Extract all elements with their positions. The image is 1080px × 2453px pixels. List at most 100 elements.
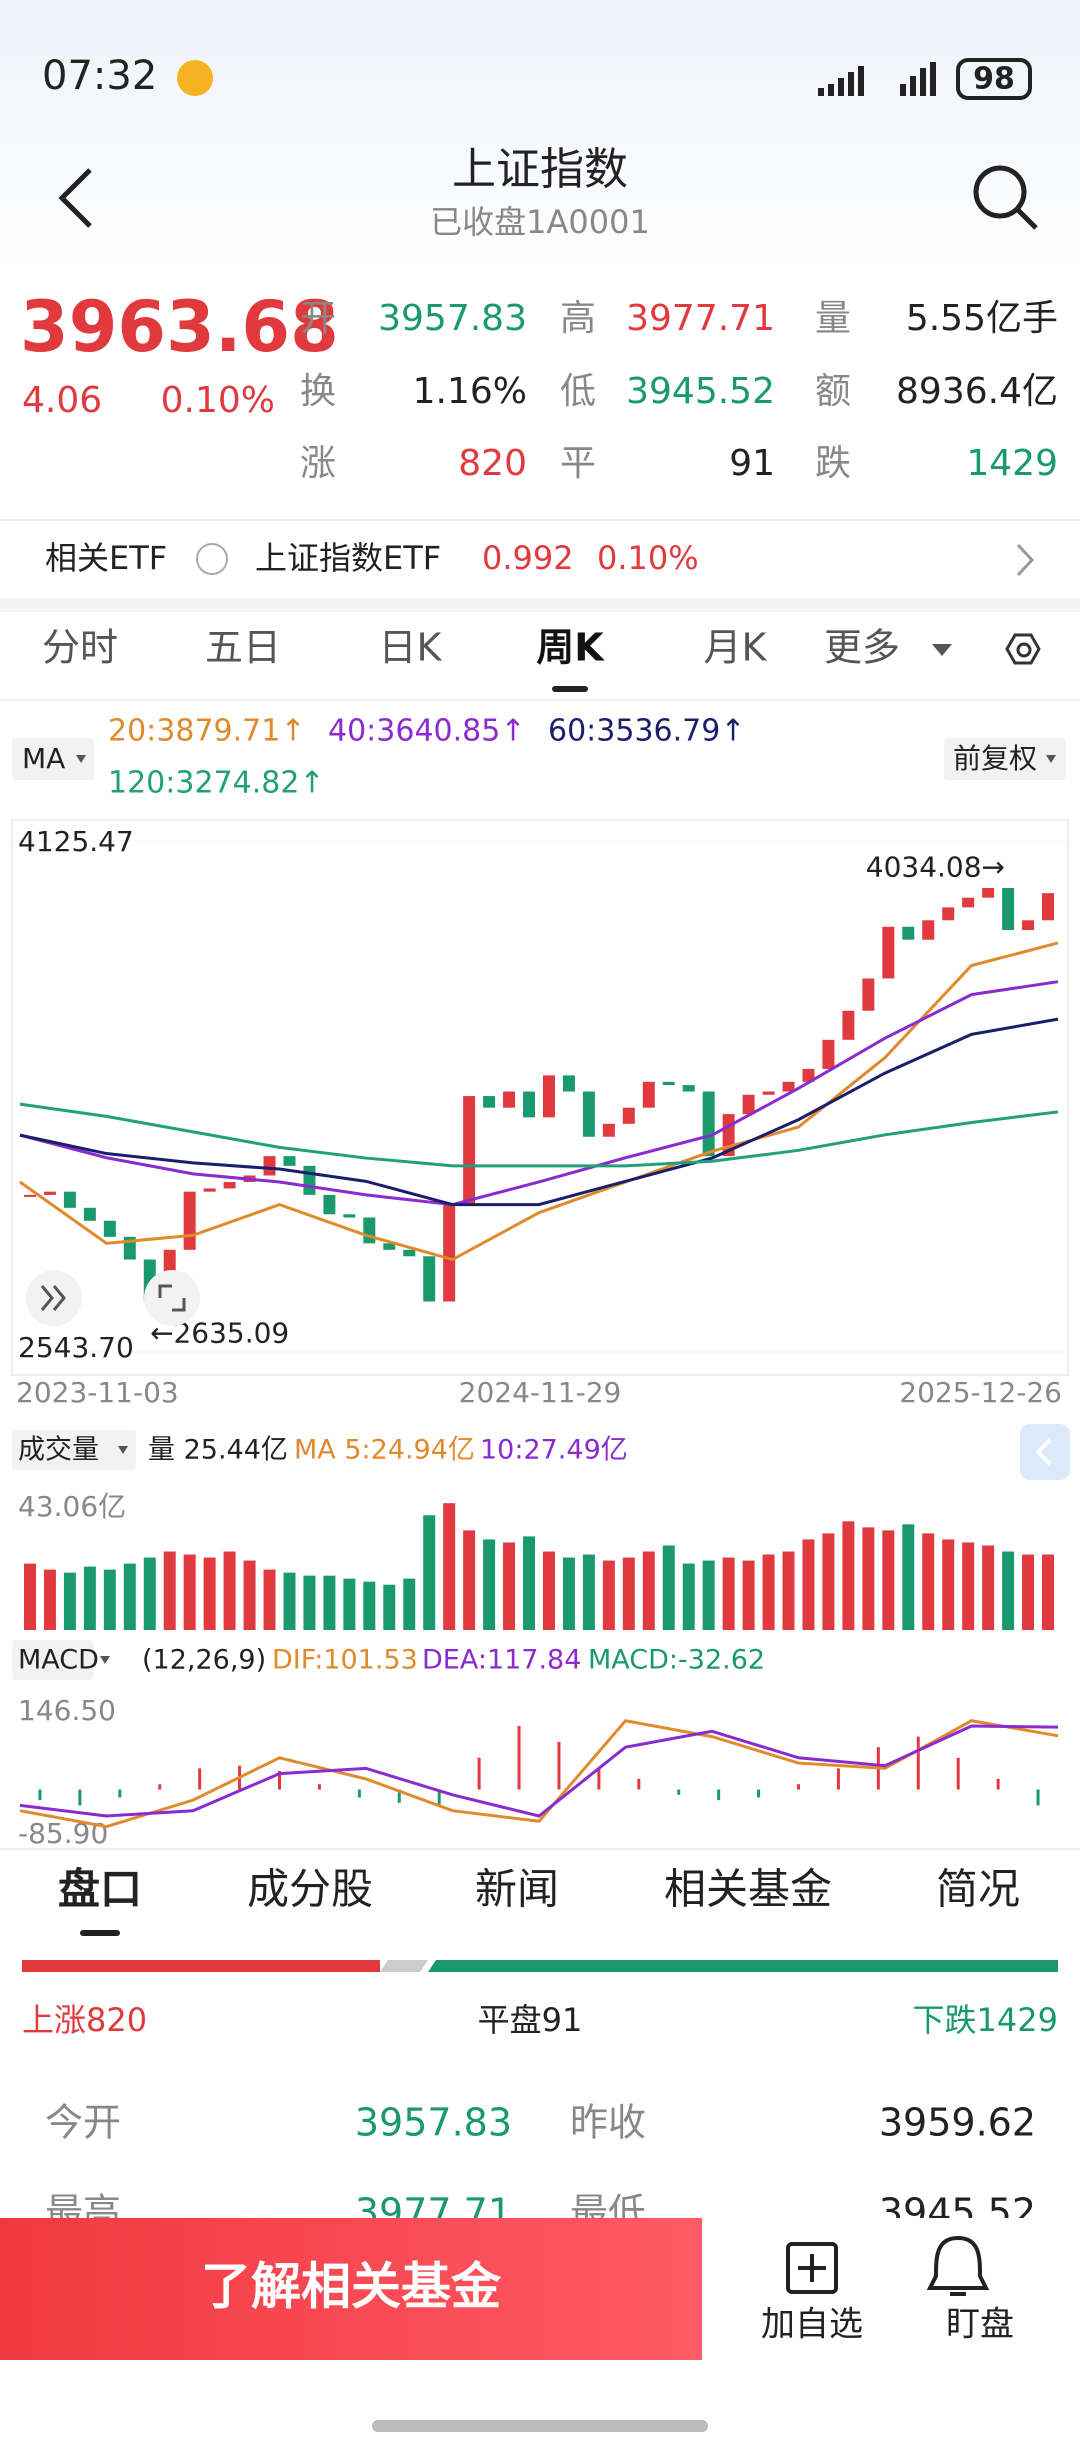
quote-label: 额	[815, 371, 851, 412]
settings-icon[interactable]	[1005, 633, 1041, 665]
volume-bar	[163, 1551, 176, 1630]
quote-label: 低	[560, 371, 596, 412]
tab-underline	[80, 1930, 120, 1936]
tab[interactable]: 更多	[824, 626, 900, 670]
macd-bar	[597, 1768, 601, 1790]
ma-button[interactable]	[12, 738, 94, 780]
bottom-tab[interactable]: 简况	[936, 1865, 1020, 1914]
candle	[962, 897, 975, 908]
candle	[602, 1123, 615, 1137]
y-tick-label: -85.90	[18, 1817, 108, 1850]
candle	[862, 978, 875, 1011]
candle	[922, 920, 935, 940]
high-annotation: 4034.08→	[866, 851, 1005, 884]
macd-bar	[757, 1789, 761, 1798]
y-tick-label: 4125.47	[18, 825, 134, 858]
candle	[503, 1091, 516, 1108]
gap	[0, 598, 1080, 612]
candle	[802, 1068, 815, 1082]
down-bar	[428, 1960, 1058, 1972]
tab[interactable]: 月K	[704, 626, 768, 670]
quote-label: 平	[560, 443, 596, 484]
quote-label: 跌	[815, 443, 851, 484]
volume-bar	[1022, 1554, 1035, 1630]
volume-bar	[83, 1566, 96, 1630]
quote-label: 高	[560, 298, 596, 339]
back-button[interactable]	[58, 168, 92, 228]
dif-label: DIF:101.53	[272, 1645, 418, 1676]
candle	[1002, 887, 1015, 930]
tab[interactable]: 日K	[379, 626, 443, 670]
caret	[932, 644, 952, 656]
tab[interactable]: 五日	[205, 626, 281, 670]
collapse-panel[interactable]	[1020, 1424, 1070, 1480]
macd-bar	[118, 1789, 122, 1798]
change-pct: 0.10%	[161, 380, 275, 421]
chart-frame	[11, 819, 1069, 1376]
fund-button[interactable]	[0, 2218, 702, 2360]
vol-ma10: 10:27.49亿	[480, 1435, 628, 1466]
bottom-tab[interactable]: 成分股	[247, 1865, 373, 1914]
volume-bar	[343, 1578, 356, 1630]
volume-bar	[562, 1557, 575, 1630]
macd-button[interactable]	[12, 1640, 94, 1680]
candle	[702, 1091, 715, 1157]
quote-value: 3977.71	[626, 298, 775, 339]
candle	[582, 1091, 595, 1137]
adjust-button[interactable]	[944, 738, 1066, 780]
quote-value: 3945.52	[626, 371, 775, 412]
search-button[interactable]	[973, 165, 1038, 230]
stat-cell: 3959.62	[879, 2101, 1036, 2145]
volume-bar	[662, 1545, 675, 1630]
dea-line	[19, 1724, 1059, 1818]
etf-row[interactable]	[0, 520, 1080, 598]
y-tick-label: 2543.70	[18, 1331, 134, 1364]
volume-bar	[63, 1572, 76, 1630]
add-label: 加自选	[761, 2305, 863, 2345]
stat-cell: 今开	[45, 2101, 121, 2145]
vol-button[interactable]	[12, 1430, 136, 1470]
candle	[523, 1091, 536, 1118]
fullscreen[interactable]	[144, 1270, 200, 1326]
tab[interactable]: 分时	[42, 626, 118, 670]
expand-left[interactable]	[26, 1270, 82, 1326]
volume-bar	[782, 1551, 795, 1630]
volume-bar	[702, 1560, 715, 1630]
watch-icon[interactable]	[926, 2235, 990, 2296]
candle	[423, 1256, 436, 1302]
macd-params: (12,26,9)	[142, 1645, 266, 1676]
volume-bar	[1002, 1551, 1015, 1630]
candle	[263, 1156, 276, 1176]
macd-bar	[198, 1768, 202, 1790]
volume-bar	[542, 1551, 555, 1630]
volume-bar	[363, 1581, 376, 1630]
volume-bar	[982, 1545, 995, 1630]
volume-bar	[802, 1539, 815, 1630]
tab[interactable]: 周K	[536, 626, 605, 670]
macd-bar	[637, 1778, 641, 1790]
flat-bar	[380, 1960, 428, 1972]
macd-bar	[317, 1784, 321, 1790]
macd-bar	[557, 1741, 561, 1790]
volume-bar	[503, 1542, 516, 1630]
candle	[483, 1096, 496, 1108]
bottom-tab[interactable]: 新闻	[475, 1865, 559, 1914]
x-tick-label: 2024-11-29	[459, 1376, 622, 1409]
chevron	[1016, 543, 1035, 577]
candle	[103, 1220, 116, 1237]
battery-level: 98	[973, 62, 1015, 97]
bottom-tab[interactable]: 盘口	[58, 1865, 142, 1914]
change: 4.06	[22, 380, 102, 421]
bottom-tab[interactable]: 相关基金	[664, 1865, 832, 1914]
volume-bar	[23, 1563, 36, 1630]
quote-value: 3957.83	[378, 298, 527, 339]
caret	[100, 1656, 110, 1664]
candle	[842, 1010, 855, 1040]
macd-bar	[996, 1778, 1000, 1790]
volume-bar	[383, 1584, 396, 1630]
quote-value: 5.55亿手	[906, 298, 1058, 339]
add-icon[interactable]	[786, 2242, 838, 2294]
volume-bar	[283, 1572, 296, 1630]
candle	[283, 1156, 296, 1166]
